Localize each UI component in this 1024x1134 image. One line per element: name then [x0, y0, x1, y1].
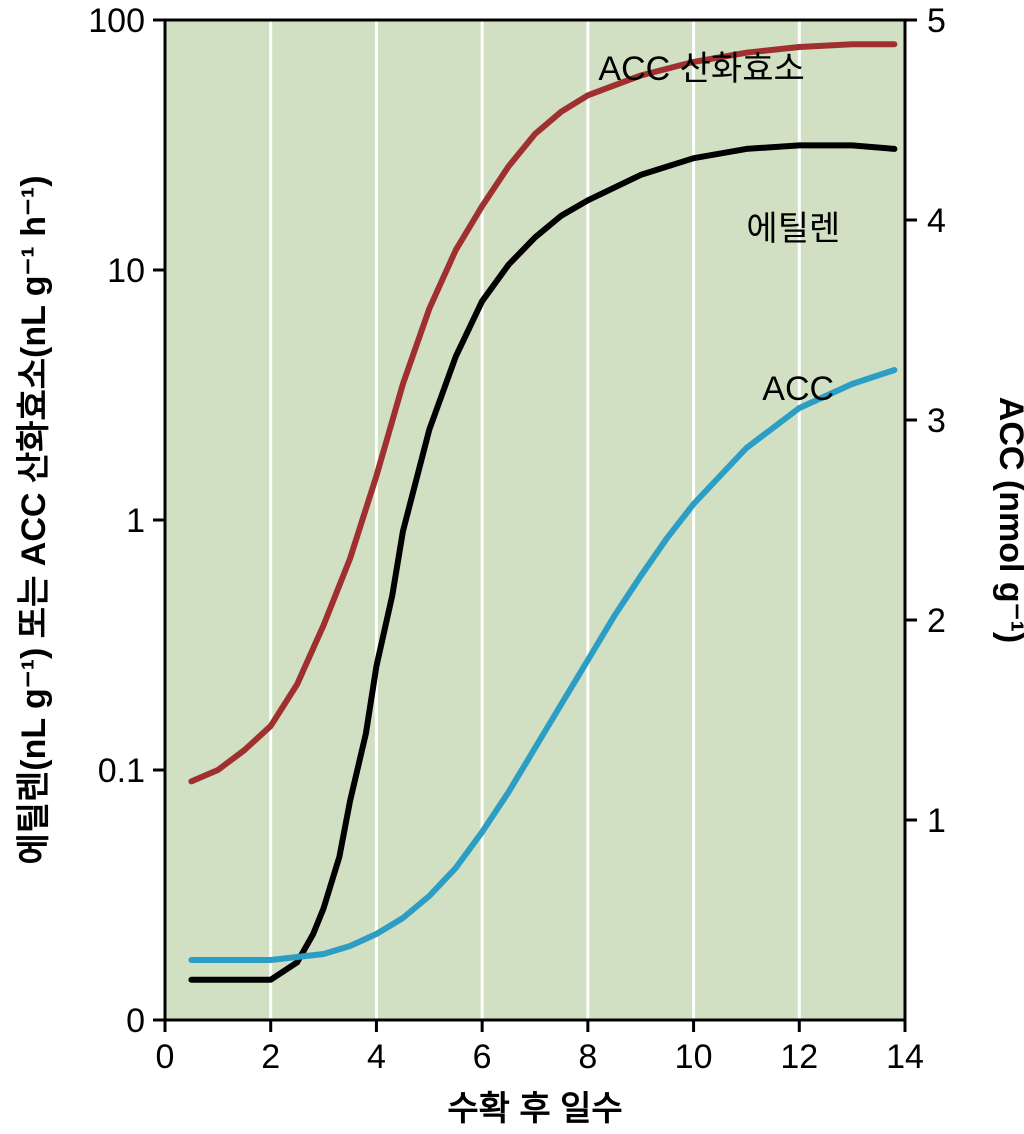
- y-right-tick-label: 2: [927, 602, 946, 640]
- series-label: ACC: [762, 370, 834, 408]
- y-right-tick-label: 3: [927, 402, 946, 440]
- y-left-tick-label: 1: [126, 502, 145, 540]
- y-left-tick-label: 100: [88, 2, 145, 40]
- y-left-axis-label: 에틸렌(nL g⁻¹) 또는 ACC 산화효소(nL g⁻¹ h⁻¹): [15, 175, 53, 864]
- y-right-tick-label: 4: [927, 202, 946, 240]
- x-tick-label: 8: [578, 1038, 597, 1076]
- x-tick-label: 6: [473, 1038, 492, 1076]
- series-label: 에틸렌: [746, 210, 840, 248]
- x-tick-label: 10: [675, 1038, 713, 1076]
- y-left-tick-label: 10: [107, 252, 145, 290]
- x-tick-label: 2: [261, 1038, 280, 1076]
- x-tick-label: 12: [780, 1038, 818, 1076]
- x-axis-label: 수확 후 일수: [447, 1090, 622, 1128]
- x-tick-label: 4: [367, 1038, 386, 1076]
- x-tick-label: 14: [886, 1038, 924, 1076]
- y-right-axis-label: ACC (nmol g⁻¹): [992, 397, 1024, 643]
- y-right-tick-label: 1: [927, 802, 946, 840]
- plot-background: [165, 20, 905, 1020]
- y-right-tick-label: 5: [927, 2, 946, 40]
- chart-container: 02468101214수확 후 일수00.1110100에틸렌(nL g⁻¹) …: [0, 0, 1024, 1134]
- x-tick-label: 0: [156, 1038, 175, 1076]
- chart-svg: 02468101214수확 후 일수00.1110100에틸렌(nL g⁻¹) …: [0, 0, 1024, 1134]
- series-label: ACC 산화효소: [598, 50, 804, 88]
- y-left-tick-label: 0: [126, 1002, 145, 1040]
- y-left-tick-label: 0.1: [98, 752, 145, 790]
